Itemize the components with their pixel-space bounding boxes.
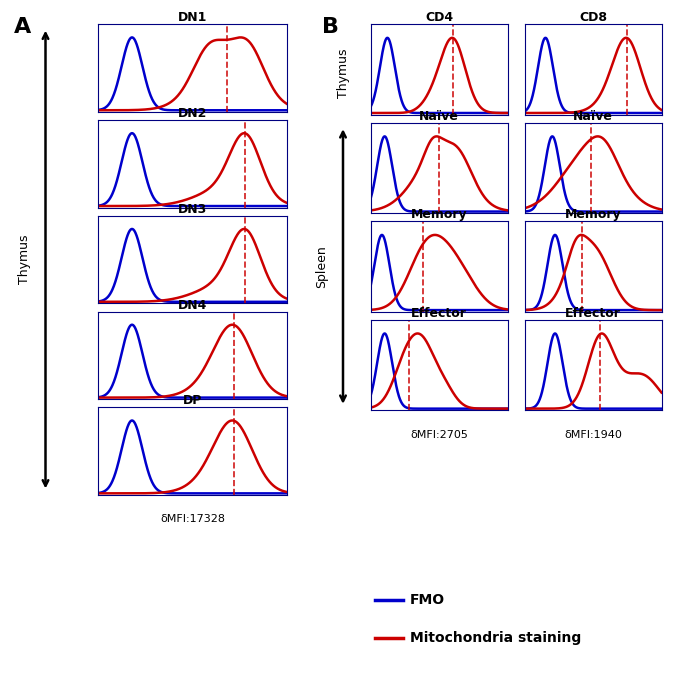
Title: DN4: DN4	[178, 298, 207, 312]
Title: Memory: Memory	[411, 208, 468, 221]
Title: Effector: Effector	[566, 307, 621, 320]
Text: Mitochondria staining: Mitochondria staining	[410, 632, 581, 645]
Title: DN1: DN1	[178, 11, 207, 24]
Title: DN3: DN3	[178, 203, 207, 216]
Title: DP: DP	[183, 394, 202, 407]
Title: Naïve: Naïve	[419, 110, 459, 123]
Text: δMFI:1940: δMFI:1940	[564, 430, 622, 440]
Title: Memory: Memory	[565, 208, 622, 221]
Text: δMFI:1427: δMFI:1427	[564, 332, 622, 341]
Title: Naïve: Naïve	[573, 110, 613, 123]
Text: δMFI:8242: δMFI:8242	[410, 233, 468, 243]
Text: A: A	[14, 17, 32, 37]
Text: δMFI:17328: δMFI:17328	[160, 514, 225, 524]
Text: B: B	[322, 17, 339, 37]
Text: δMFI:24350: δMFI:24350	[160, 323, 225, 332]
Text: Thymus: Thymus	[337, 48, 349, 98]
Text: δMFI:5092: δMFI:5092	[410, 332, 468, 341]
Text: δMFI:12068: δMFI:12068	[561, 135, 626, 144]
Text: Thymus: Thymus	[18, 235, 31, 285]
Title: CD8: CD8	[580, 11, 608, 24]
Text: δMFI:15829: δMFI:15829	[407, 135, 472, 144]
Text: δMFI:15140: δMFI:15140	[160, 418, 225, 428]
Text: δMFI:2705: δMFI:2705	[410, 430, 468, 440]
Text: FMO: FMO	[410, 593, 444, 607]
Title: DN2: DN2	[178, 107, 207, 120]
Title: CD4: CD4	[425, 11, 454, 24]
Title: Effector: Effector	[412, 307, 467, 320]
Text: δMFI:23861: δMFI:23861	[160, 227, 225, 237]
Text: Spleen: Spleen	[316, 245, 328, 288]
Text: δMFI:6145: δMFI:6145	[164, 131, 221, 141]
Text: δMFI:2343: δMFI:2343	[564, 233, 622, 243]
